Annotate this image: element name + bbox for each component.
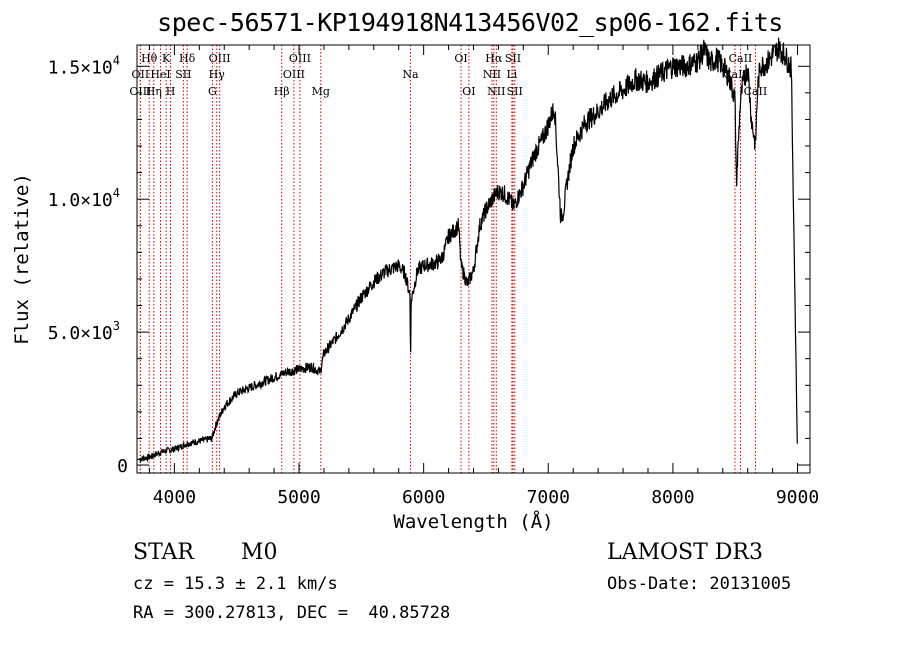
line-marker-label: Na — [402, 68, 419, 81]
line-markers — [139, 45, 756, 473]
line-marker-label: Li — [506, 68, 517, 81]
y-axis-label: Flux (relative) — [11, 173, 33, 345]
line-marker-label: OIII — [289, 52, 311, 65]
line-marker-label: HeI — [150, 68, 170, 81]
line-marker-label: CaII — [729, 52, 753, 65]
line-marker-label: Hθ — [141, 52, 158, 65]
x-tick-label: 8000 — [651, 487, 694, 508]
object-class: STAR — [133, 540, 194, 565]
line-marker-label: SII — [505, 52, 521, 65]
line-marker-label: CaII — [744, 85, 768, 98]
y-tick-label: 0 — [117, 456, 128, 477]
line-marker-label: NII — [487, 85, 505, 98]
y-tick-label: 1.0×104 — [48, 186, 120, 211]
line-marker-label: OIII — [283, 68, 305, 81]
ra-dec-coordinates: RA = 300.27813, DEC = 40.85728 — [133, 603, 451, 623]
axis-ticks — [137, 45, 810, 473]
axis-tick-labels: 4000 5000 6000 7000 8000 9000 0 5.0×103 1.0×104 1… — [48, 53, 819, 508]
y-tick-label: 5.0×103 — [48, 319, 120, 344]
line-marker-label: Hβ — [274, 85, 290, 98]
line-marker-label: SII — [175, 68, 191, 81]
x-tick-label: 7000 — [527, 487, 570, 508]
line-marker-label: Hδ — [179, 52, 196, 65]
spectrum-line — [136, 37, 798, 464]
line-marker-label: OI — [462, 85, 475, 98]
x-tick-label: 9000 — [776, 487, 819, 508]
redshift-cz: cz = 15.3 ± 2.1 km/s — [133, 574, 338, 594]
line-marker-label: G — [208, 85, 217, 98]
line-marker-label: Mg — [312, 85, 330, 98]
line-marker-label: Hγ — [209, 68, 226, 81]
survey-name: LAMOST DR3 — [607, 540, 763, 565]
y-tick-label: 1.5×104 — [48, 53, 120, 78]
line-marker-label: SII — [507, 85, 523, 98]
x-tick-label: 5000 — [277, 487, 320, 508]
line-marker-label: OII — [132, 68, 150, 81]
x-tick-label: 6000 — [402, 487, 445, 508]
chart-title: spec-56571-KP194918N413456V02_sp06-162.f… — [157, 8, 783, 37]
plot-frame — [136, 44, 811, 474]
object-subclass: M0 — [241, 540, 278, 565]
x-axis-label: Wavelength (Å) — [393, 510, 553, 533]
x-tick-label: 4000 — [153, 487, 196, 508]
line-marker-label: H — [166, 85, 176, 98]
line-marker-label: Hη — [146, 85, 162, 98]
line-marker-label: OIII — [129, 85, 151, 98]
line-marker-label: NII — [483, 68, 501, 81]
observation-date: Obs-Date: 20131005 — [607, 574, 792, 594]
line-marker-label: K — [162, 52, 171, 65]
line-marker-label: OIII — [209, 52, 231, 65]
line-marker-label: OI — [454, 52, 467, 65]
line-marker-label: Hα — [485, 52, 503, 65]
